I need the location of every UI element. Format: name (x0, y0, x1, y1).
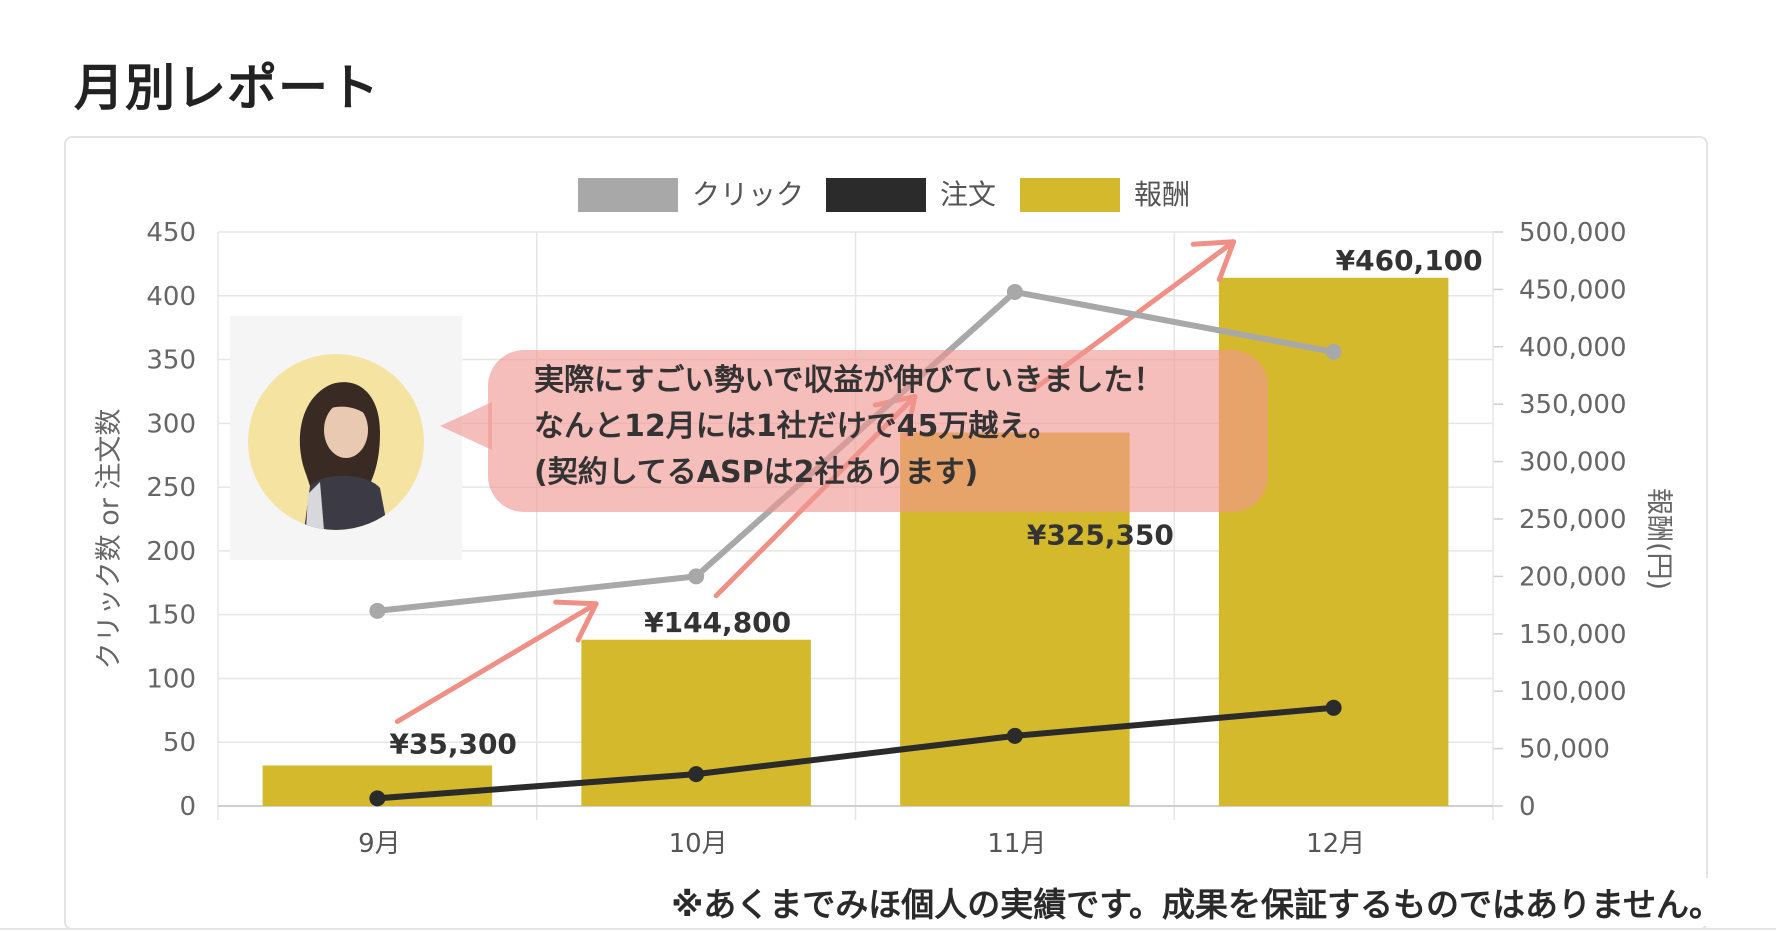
growth-arrow-head (553, 599, 599, 643)
y2-tick-label: 500,000 (1519, 218, 1627, 248)
legend-swatch (826, 178, 926, 212)
y-tick-label: 450 (146, 218, 196, 248)
y-tick-label: 150 (146, 601, 196, 631)
y2-tick-label: 400,000 (1519, 333, 1627, 363)
y-axis-title: クリック数 or 注文数 (94, 409, 125, 670)
y-tick-label: 350 (146, 346, 196, 376)
callout-bubble (488, 350, 1268, 512)
y2-axis-title: 報酬(円) (1643, 488, 1674, 590)
click-point (1325, 343, 1342, 360)
callout-line-2: なんと12月には1社だけで45万越え。 (534, 409, 1059, 444)
y2-tick-label: 300,000 (1519, 448, 1627, 478)
click-point (1006, 283, 1023, 300)
order-point (369, 790, 386, 807)
label-layer: 0 50 100 150 200 250 300 350 400 450 0 50,000 100,00… (94, 218, 1674, 859)
y2-tick-label: 150,000 (1519, 620, 1627, 650)
y-tick-label: 0 (179, 792, 196, 822)
x-tick-label: 10月 (669, 829, 728, 859)
click-point (688, 568, 705, 585)
person-illustration-icon (299, 382, 388, 530)
growth-arrow-head (1190, 239, 1237, 283)
y2-tick-label: 50,000 (1519, 735, 1610, 765)
y2-tick-label: 450,000 (1519, 275, 1627, 305)
order-point (1325, 699, 1342, 716)
y-tick-label: 200 (146, 537, 196, 567)
avatar (248, 354, 424, 530)
y-tick-label: 50 (163, 728, 196, 758)
callout-tail (440, 402, 492, 450)
growth-arrow (394, 601, 599, 724)
y2-tick-label: 250,000 (1519, 505, 1627, 535)
reward-data-label: ¥325,350 (1027, 518, 1174, 551)
x-tick-label: 12月 (1306, 829, 1365, 859)
y-tick-label: 300 (146, 409, 196, 439)
y2-tick-label: 100,000 (1519, 677, 1627, 707)
x-tick-label: 11月 (987, 829, 1046, 859)
x-tick-label: 9月 (358, 829, 401, 859)
bottom-divider (0, 928, 1776, 930)
y-tick-label: 400 (146, 282, 196, 312)
y2-tick-label: 0 (1519, 792, 1536, 822)
legend-label: 注文 (940, 178, 996, 211)
reward-data-label: ¥144,800 (644, 606, 791, 639)
y-tick-label: 250 (146, 473, 196, 503)
legend-swatch (578, 178, 678, 212)
callout-line-1: 実際にすごい勢いで収益が伸びていきました！ (534, 363, 1164, 398)
page-title: 月別レポート (74, 59, 380, 117)
legend-label: 報酬 (1134, 178, 1190, 211)
click-point (369, 602, 386, 619)
order-point (688, 766, 705, 783)
y2-tick-label: 350,000 (1519, 390, 1627, 420)
callout-text: 実際にすごい勢いで収益が伸びていきました！ なんと12月には1社だけで45万越え… (534, 358, 1163, 496)
disclaimer-note: ※あくまでみほ個人の実績です。成果を保証するものではありません。 (667, 878, 1726, 926)
callout-line-3: (契約してるASPは2社あります) (534, 455, 979, 490)
y-tick-label: 100 (146, 664, 196, 694)
legend: クリック 注文 報酬 (578, 178, 1190, 212)
order-point (1006, 727, 1023, 744)
legend-label: クリック (692, 178, 804, 211)
y2-tick-label: 200,000 (1519, 562, 1627, 592)
reward-data-label: ¥460,100 (1336, 244, 1483, 277)
order-line (377, 704, 1334, 802)
legend-swatch (1020, 178, 1120, 212)
reward-data-label: ¥35,300 (389, 727, 517, 760)
